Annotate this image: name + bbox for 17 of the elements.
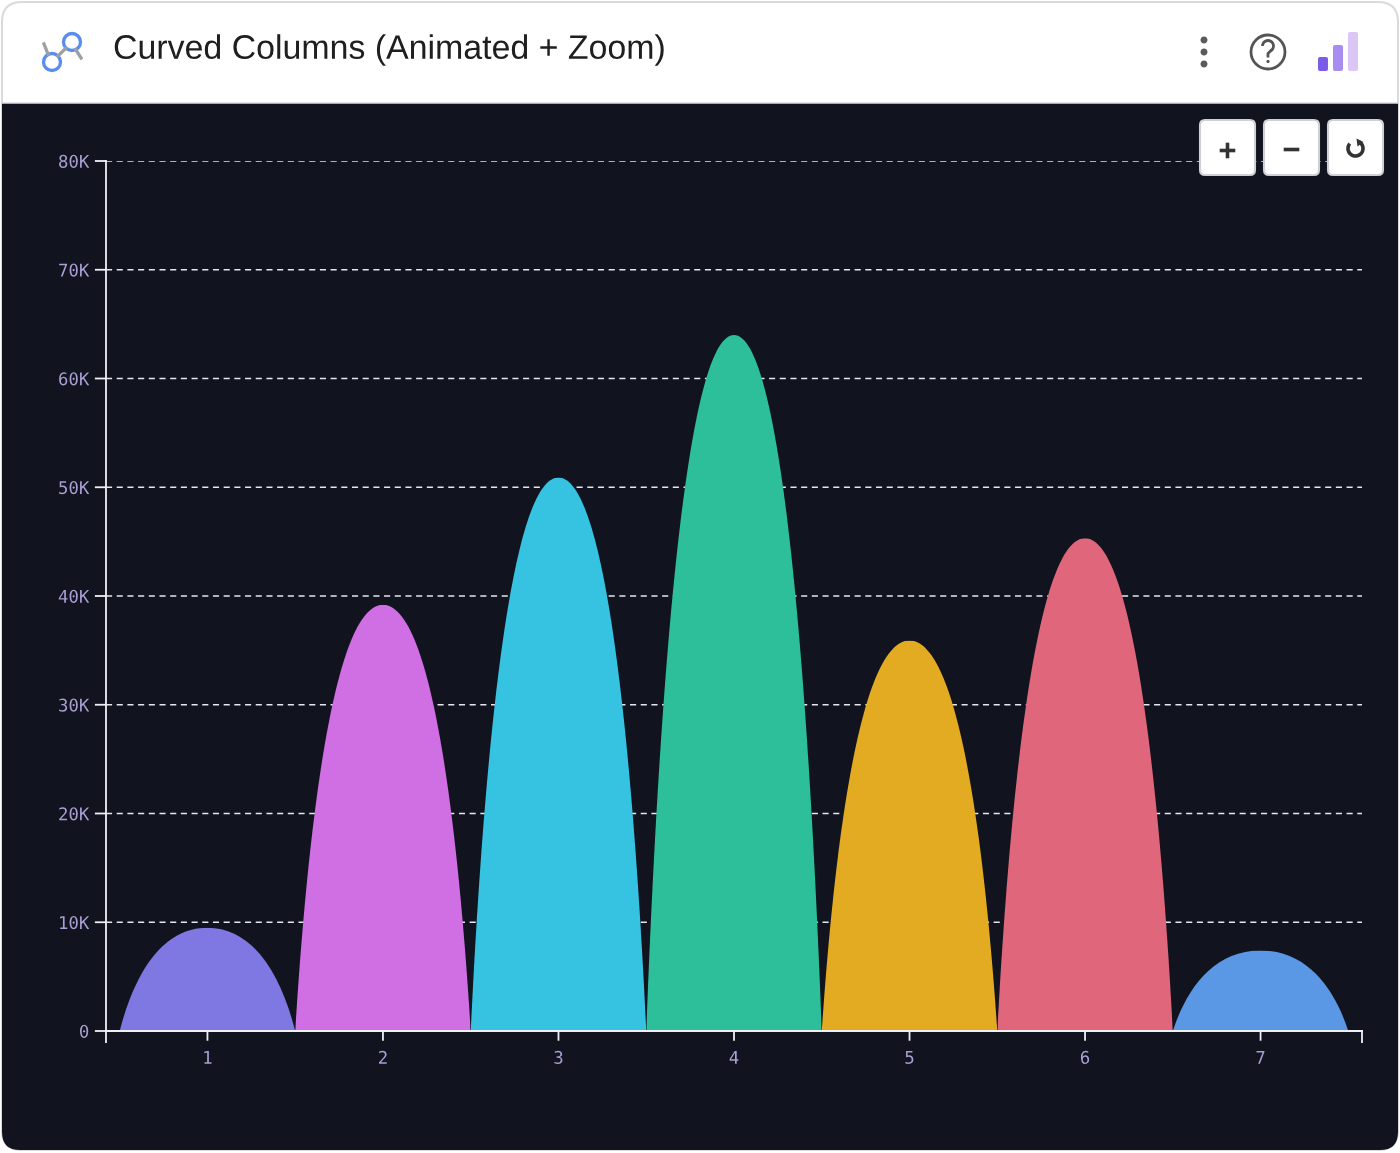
y-tick-label: 60K (59, 372, 90, 386)
x-tick-label: 2 (379, 1050, 387, 1064)
y-tick-label: 70K (59, 263, 90, 277)
x-tick-label: 1 (204, 1051, 212, 1064)
y-tick-label: 30K (59, 698, 90, 712)
y-tick-label: 40K (58, 589, 90, 603)
x-tick-label: 7 (1256, 1051, 1265, 1064)
y-tick-label: 20K (59, 807, 90, 821)
x-tick-label: 6 (1080, 1050, 1090, 1064)
x-tick-label: 4 (729, 1051, 739, 1064)
x-tick-label: 5 (905, 1051, 914, 1064)
y-tick-label: 0 (80, 1024, 89, 1038)
x-tick-label: 3 (554, 1050, 563, 1064)
y-tick-label: 10K (60, 916, 90, 930)
y-tick-label: 80K (59, 154, 90, 168)
chart-title: Curved Columns (Animated + Zoom) (114, 34, 664, 66)
y-tick-label: 50K (59, 481, 90, 495)
